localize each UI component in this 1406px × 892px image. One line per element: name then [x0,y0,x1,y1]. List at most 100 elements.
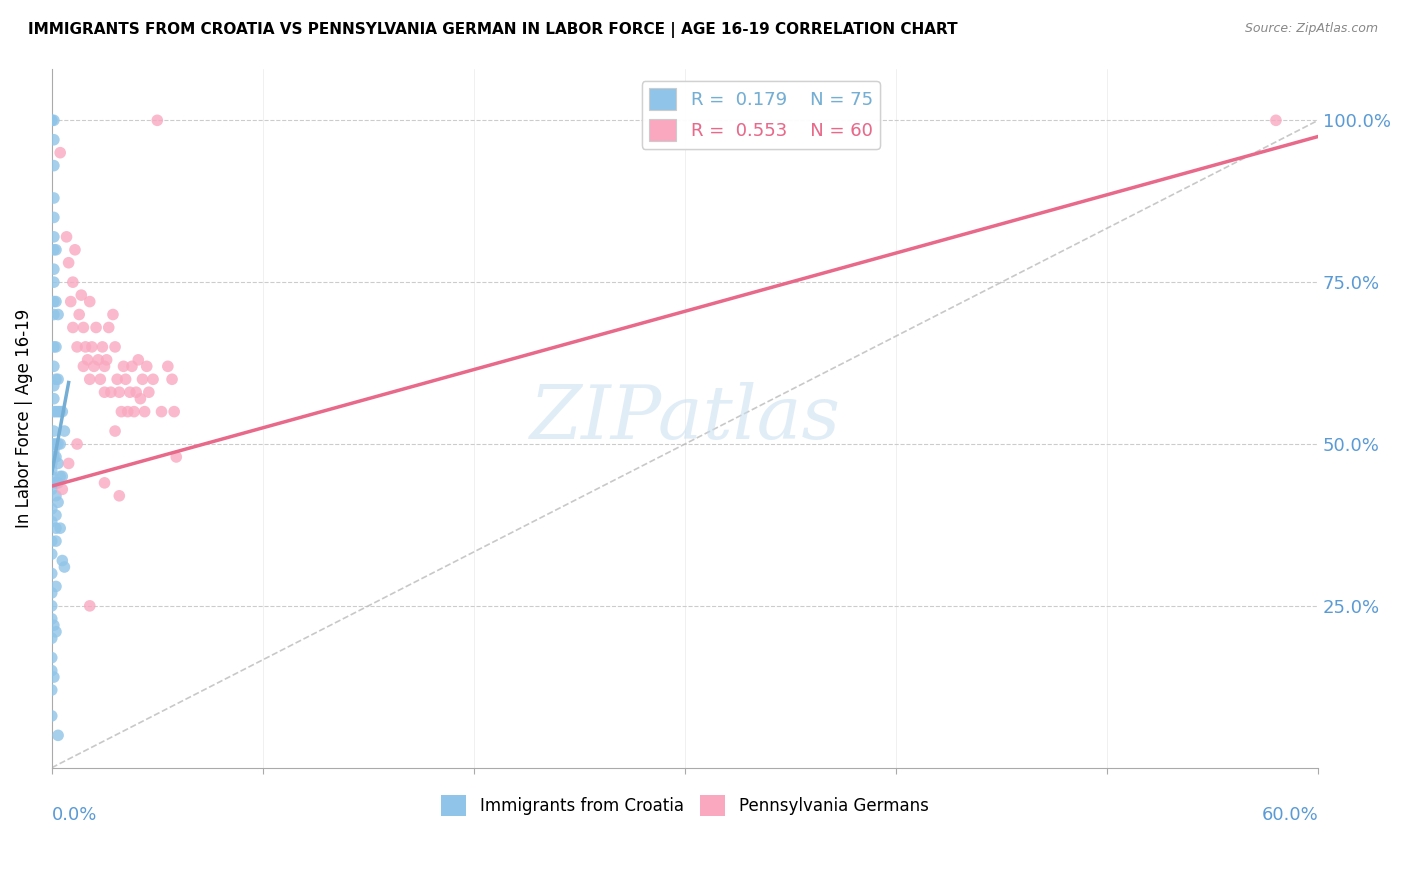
Point [70,288,93,302]
Point [45,508,67,523]
Point [127,352,149,367]
Point [41,469,63,483]
Point [53,424,76,438]
Point [75,340,97,354]
Point [42,211,65,225]
Point [96,352,118,367]
Point [46,308,69,322]
Point [41,612,63,626]
Point [42,378,65,392]
Point [51,553,73,567]
Point [79,294,101,309]
Point [46,457,69,471]
Point [93,385,115,400]
Point [42,262,65,277]
Point [108,489,131,503]
Point [49,521,72,535]
Point [131,372,153,386]
Point [66,340,89,354]
Point [83,359,105,374]
Point [72,359,94,374]
Point [112,359,135,374]
Text: 60.0%: 60.0% [1261,806,1319,824]
Point [45,579,67,593]
Point [41,683,63,698]
Point [42,308,65,322]
Point [41,113,63,128]
Text: Source: ZipAtlas.com: Source: ZipAtlas.com [1244,22,1378,36]
Point [55,230,77,244]
Point [42,133,65,147]
Point [41,450,63,464]
Point [41,437,63,451]
Point [104,340,127,354]
Point [41,566,63,581]
Point [45,372,67,386]
Point [62,275,84,289]
Point [42,275,65,289]
Point [163,404,186,418]
Point [58,457,80,471]
Point [41,631,63,645]
Point [42,113,65,128]
Point [42,159,65,173]
Point [45,534,67,549]
Point [49,469,72,483]
Point [46,404,69,418]
Point [42,450,65,464]
Legend: R =  0.179    N = 75, R =  0.553    N = 60: R = 0.179 N = 75, R = 0.553 N = 60 [643,81,880,149]
Point [46,437,69,451]
Point [51,469,73,483]
Point [79,599,101,613]
Point [110,404,132,418]
Point [42,340,65,354]
Point [42,443,65,458]
Point [46,372,69,386]
Point [41,650,63,665]
Point [49,145,72,160]
Point [41,463,63,477]
Point [42,191,65,205]
Point [125,385,148,400]
Point [42,230,65,244]
Point [105,372,128,386]
Point [72,320,94,334]
Point [104,424,127,438]
Point [45,475,67,490]
Point [45,404,67,418]
Point [62,320,84,334]
Point [1264,113,1286,128]
Point [41,483,63,497]
Point [108,385,131,400]
Point [93,359,115,374]
Point [58,256,80,270]
Point [53,560,76,574]
Point [41,547,63,561]
Point [165,450,187,464]
Point [93,475,115,490]
Point [41,475,63,490]
Point [66,437,89,451]
Point [51,483,73,497]
Point [129,392,152,406]
Point [135,359,157,374]
Point [84,320,107,334]
Point [46,475,69,490]
Point [142,372,165,386]
Point [41,709,63,723]
Point [76,352,98,367]
Point [51,404,73,418]
Point [42,670,65,684]
Point [41,664,63,678]
Point [97,320,120,334]
Point [45,521,67,535]
Y-axis label: In Labor Force | Age 16-19: In Labor Force | Age 16-19 [15,309,32,528]
Point [67,308,90,322]
Point [45,243,67,257]
Point [89,372,111,386]
Point [100,385,122,400]
Point [41,586,63,600]
Point [138,385,160,400]
Point [42,359,65,374]
Point [42,437,65,451]
